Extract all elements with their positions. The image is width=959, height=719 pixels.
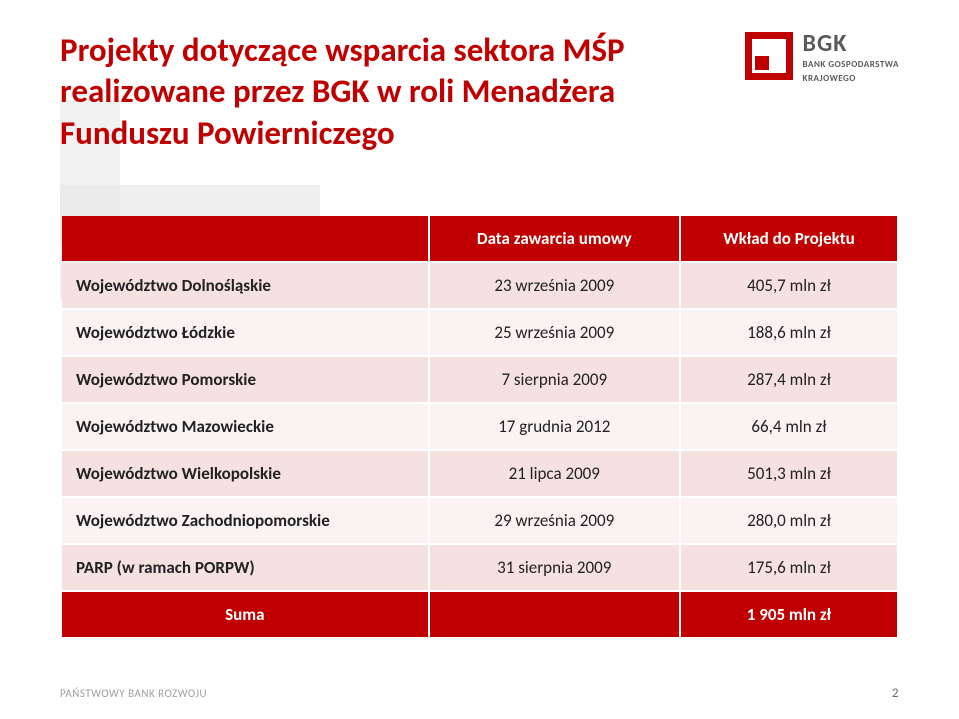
table-body: Województwo Dolnośląskie 23 września 200… xyxy=(62,263,897,637)
table-row: PARP (w ramach PORPW) 31 sierpnia 2009 1… xyxy=(62,545,897,590)
logo-abbr: BGK xyxy=(803,32,899,56)
cell-name: Województwo Łódzkie xyxy=(62,310,428,355)
cell-date: 31 sierpnia 2009 xyxy=(430,545,679,590)
projects-table: Data zawarcia umowy Wkład do Projektu Wo… xyxy=(60,214,899,639)
table-row: Województwo Mazowieckie 17 grudnia 2012 … xyxy=(62,404,897,449)
logo-line2: KRAJOWEGO xyxy=(803,74,899,84)
logo-line1: BANK GOSPODARSTWA xyxy=(803,60,899,70)
sum-empty xyxy=(430,592,679,637)
cell-name: Województwo Zachodniopomorskie xyxy=(62,498,428,543)
cell-date: 29 września 2009 xyxy=(430,498,679,543)
cell-name: PARP (w ramach PORPW) xyxy=(62,545,428,590)
cell-date: 25 września 2009 xyxy=(430,310,679,355)
cell-value: 188,6 mln zł xyxy=(681,310,897,355)
cell-name: Województwo Dolnośląskie xyxy=(62,263,428,308)
table-header-row: Data zawarcia umowy Wkład do Projektu xyxy=(62,216,897,261)
page-footer: PAŃSTWOWY BANK ROZWOJU 2 xyxy=(60,686,899,701)
table-row: Województwo Dolnośląskie 23 września 200… xyxy=(62,263,897,308)
cell-value: 287,4 mln zł xyxy=(681,357,897,402)
cell-date: 23 września 2009 xyxy=(430,263,679,308)
table-row: Województwo Pomorskie 7 sierpnia 2009 28… xyxy=(62,357,897,402)
projects-table-container: Data zawarcia umowy Wkład do Projektu Wo… xyxy=(60,214,899,639)
cell-date: 21 lipca 2009 xyxy=(430,451,679,496)
footer-left-text: PAŃSTWOWY BANK ROZWOJU xyxy=(60,687,207,700)
cell-name: Województwo Mazowieckie xyxy=(62,404,428,449)
col-header-name xyxy=(62,216,428,261)
bank-logo: BGK BANK GOSPODARSTWA KRAJOWEGO xyxy=(745,32,899,84)
col-header-value: Wkład do Projektu xyxy=(681,216,897,261)
page-title: Projekty dotyczące wsparcia sektora MŚP … xyxy=(60,30,700,154)
cell-value: 501,3 mln zł xyxy=(681,451,897,496)
col-header-date: Data zawarcia umowy xyxy=(430,216,679,261)
slide-page: Projekty dotyczące wsparcia sektora MŚP … xyxy=(0,0,959,719)
table-row: Województwo Łódzkie 25 września 2009 188… xyxy=(62,310,897,355)
cell-value: 405,7 mln zł xyxy=(681,263,897,308)
table-row: Województwo Zachodniopomorskie 29 wrześn… xyxy=(62,498,897,543)
page-number: 2 xyxy=(892,686,899,701)
table-sum-row: Suma 1 905 mln zł xyxy=(62,592,897,637)
sum-label: Suma xyxy=(62,592,428,637)
cell-value: 66,4 mln zł xyxy=(681,404,897,449)
cell-name: Województwo Wielkopolskie xyxy=(62,451,428,496)
table-row: Województwo Wielkopolskie 21 lipca 2009 … xyxy=(62,451,897,496)
cell-value: 175,6 mln zł xyxy=(681,545,897,590)
cell-value: 280,0 mln zł xyxy=(681,498,897,543)
sum-value: 1 905 mln zł xyxy=(681,592,897,637)
cell-name: Województwo Pomorskie xyxy=(62,357,428,402)
cell-date: 17 grudnia 2012 xyxy=(430,404,679,449)
logo-square-icon xyxy=(745,32,793,80)
cell-date: 7 sierpnia 2009 xyxy=(430,357,679,402)
logo-text: BGK BANK GOSPODARSTWA KRAJOWEGO xyxy=(803,32,899,84)
